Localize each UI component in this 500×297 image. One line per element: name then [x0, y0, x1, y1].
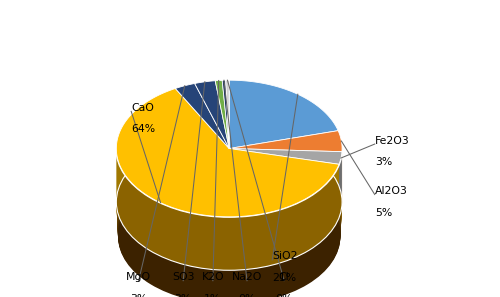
Text: Fe2O3: Fe2O3 [374, 135, 410, 146]
Ellipse shape [116, 142, 342, 278]
Ellipse shape [118, 162, 340, 297]
Ellipse shape [116, 134, 342, 270]
Ellipse shape [116, 141, 342, 277]
Text: MgO: MgO [126, 272, 151, 282]
Text: Na2O: Na2O [232, 272, 262, 282]
Ellipse shape [116, 135, 342, 271]
Polygon shape [116, 149, 339, 270]
Polygon shape [194, 81, 229, 148]
Polygon shape [339, 152, 342, 218]
Ellipse shape [116, 138, 342, 275]
Polygon shape [229, 80, 338, 148]
Ellipse shape [118, 163, 340, 297]
Ellipse shape [118, 157, 341, 292]
Text: 3%: 3% [374, 146, 392, 167]
Text: 0%: 0% [276, 282, 293, 297]
Ellipse shape [118, 156, 341, 291]
Ellipse shape [117, 149, 342, 285]
Ellipse shape [117, 146, 342, 282]
Polygon shape [116, 89, 339, 217]
Ellipse shape [118, 168, 340, 297]
Polygon shape [222, 80, 229, 148]
Ellipse shape [117, 152, 341, 287]
Ellipse shape [118, 167, 340, 297]
Ellipse shape [117, 143, 342, 279]
Ellipse shape [116, 134, 342, 270]
Ellipse shape [117, 148, 342, 284]
Text: Al2O3: Al2O3 [374, 186, 408, 196]
Ellipse shape [118, 154, 341, 289]
Text: 21%: 21% [272, 261, 296, 283]
Text: SiO2: SiO2 [272, 251, 298, 261]
Ellipse shape [116, 135, 342, 272]
Text: 3%: 3% [174, 282, 192, 297]
Ellipse shape [118, 159, 341, 295]
Text: K2O: K2O [202, 272, 224, 282]
Ellipse shape [116, 139, 342, 275]
Ellipse shape [117, 144, 342, 280]
Ellipse shape [116, 137, 342, 274]
Ellipse shape [118, 168, 340, 297]
Ellipse shape [118, 164, 340, 297]
Text: 5%: 5% [374, 196, 392, 218]
Ellipse shape [117, 145, 342, 281]
Ellipse shape [116, 140, 342, 276]
Ellipse shape [117, 150, 342, 286]
Ellipse shape [118, 169, 340, 297]
Text: 64%: 64% [131, 113, 156, 135]
Polygon shape [226, 80, 229, 148]
Ellipse shape [117, 151, 341, 287]
Ellipse shape [118, 153, 341, 288]
Text: 3%: 3% [130, 282, 147, 297]
Text: SO3: SO3 [172, 272, 195, 282]
Ellipse shape [118, 155, 341, 290]
Text: 0%: 0% [238, 282, 256, 297]
Ellipse shape [117, 147, 342, 283]
Ellipse shape [118, 158, 341, 294]
Ellipse shape [118, 161, 341, 296]
Text: Cl: Cl [279, 272, 289, 282]
Ellipse shape [118, 157, 341, 293]
Ellipse shape [118, 160, 341, 295]
Polygon shape [215, 80, 229, 148]
Polygon shape [176, 83, 229, 148]
Ellipse shape [118, 166, 340, 297]
Ellipse shape [118, 165, 340, 297]
Text: CaO: CaO [131, 103, 154, 113]
Ellipse shape [117, 146, 342, 282]
Text: 1%: 1% [204, 282, 222, 297]
Polygon shape [229, 148, 342, 164]
Polygon shape [229, 131, 342, 152]
Ellipse shape [116, 136, 342, 273]
